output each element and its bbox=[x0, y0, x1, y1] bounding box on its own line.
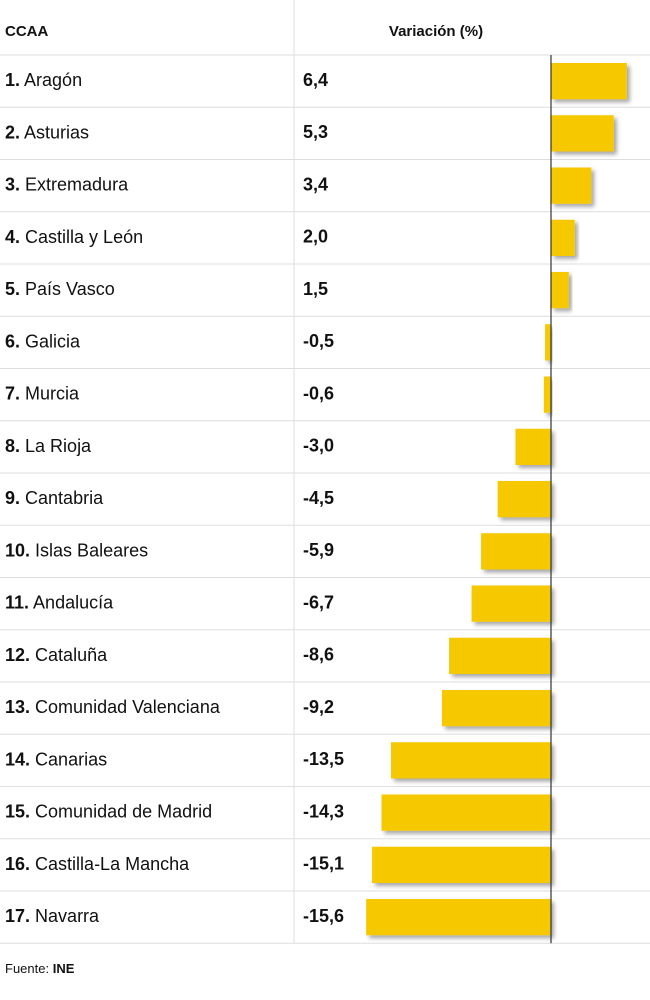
category: Cataluña bbox=[35, 645, 108, 665]
bar bbox=[551, 219, 575, 256]
row-label: 6. Galicia bbox=[5, 331, 81, 351]
category: Canarias bbox=[35, 749, 107, 769]
row-label: 11. Andalucía bbox=[5, 592, 114, 612]
row-label: 1. Aragón bbox=[5, 70, 82, 90]
category: Castilla-La Mancha bbox=[35, 854, 190, 874]
rank: 8. bbox=[5, 436, 20, 456]
rank: 12. bbox=[5, 645, 30, 665]
value-label: 6,4 bbox=[303, 70, 328, 90]
category: Comunidad Valenciana bbox=[35, 697, 221, 717]
bar bbox=[372, 846, 551, 883]
row-label: 17. Navarra bbox=[5, 906, 100, 926]
bar bbox=[497, 481, 551, 518]
category: Cantabria bbox=[25, 488, 104, 508]
category: País Vasco bbox=[25, 279, 115, 299]
rank: 14. bbox=[5, 749, 30, 769]
category: Extremadura bbox=[25, 174, 129, 194]
bar bbox=[551, 63, 627, 100]
value-label: -9,2 bbox=[303, 697, 334, 717]
bar bbox=[551, 272, 569, 309]
value-label: -0,6 bbox=[303, 383, 334, 403]
category: Comunidad de Madrid bbox=[35, 801, 212, 821]
category: La Rioja bbox=[25, 436, 92, 456]
column-header: Variación (%) bbox=[389, 23, 483, 40]
row-label: 10. Islas Baleares bbox=[5, 540, 148, 560]
value-label: -3,0 bbox=[303, 436, 334, 456]
bar bbox=[543, 376, 551, 413]
value-label: -5,9 bbox=[303, 540, 334, 560]
value-label: -8,6 bbox=[303, 645, 334, 665]
category: Navarra bbox=[35, 906, 100, 926]
value-label: 2,0 bbox=[303, 227, 328, 247]
rank: 9. bbox=[5, 488, 20, 508]
value-label: -6,7 bbox=[303, 592, 334, 612]
row-label: 5. País Vasco bbox=[5, 279, 115, 299]
row-label: 9. Cantabria bbox=[5, 488, 104, 508]
row-label: 15. Comunidad de Madrid bbox=[5, 801, 212, 821]
row-label: 4. Castilla y León bbox=[5, 227, 143, 247]
bar bbox=[471, 585, 551, 622]
source-label: Fuente: bbox=[5, 961, 49, 976]
rank: 6. bbox=[5, 331, 20, 351]
rank: 17. bbox=[5, 906, 30, 926]
bar bbox=[391, 742, 551, 779]
rank: 13. bbox=[5, 697, 30, 717]
rank: 15. bbox=[5, 801, 30, 821]
value-label: -15,1 bbox=[303, 854, 344, 874]
category: Murcia bbox=[25, 383, 80, 403]
value-label: 5,3 bbox=[303, 122, 328, 142]
row-label: 12. Cataluña bbox=[5, 645, 108, 665]
source: INE bbox=[53, 961, 75, 976]
category: Islas Baleares bbox=[35, 540, 148, 560]
bar bbox=[366, 899, 551, 936]
rank: 2. bbox=[5, 122, 20, 142]
row-label: 2. Asturias bbox=[5, 122, 89, 142]
rank: 5. bbox=[5, 279, 20, 299]
bar bbox=[515, 428, 551, 465]
rank: 7. bbox=[5, 383, 20, 403]
row-label: 13. Comunidad Valenciana bbox=[5, 697, 221, 717]
rank: 4. bbox=[5, 227, 20, 247]
row-label: 3. Extremadura bbox=[5, 174, 129, 194]
rank: 3. bbox=[5, 174, 20, 194]
bar bbox=[481, 533, 551, 570]
bar bbox=[551, 115, 614, 152]
bar bbox=[551, 167, 592, 204]
column-header: CCAA bbox=[5, 23, 48, 40]
value-label: -14,3 bbox=[303, 801, 344, 821]
category: Andalucía bbox=[33, 592, 114, 612]
value-label: 1,5 bbox=[303, 279, 328, 299]
bar bbox=[545, 324, 551, 361]
category: Asturias bbox=[24, 122, 89, 142]
bar bbox=[449, 637, 551, 674]
bar bbox=[381, 794, 551, 831]
bar bbox=[441, 690, 551, 727]
value-label: -13,5 bbox=[303, 749, 344, 769]
row-label: 7. Murcia bbox=[5, 383, 80, 403]
value-label: -4,5 bbox=[303, 488, 334, 508]
row-label: 8. La Rioja bbox=[5, 436, 92, 456]
value-label: -0,5 bbox=[303, 331, 334, 351]
category: Galicia bbox=[25, 331, 81, 351]
rank: 10. bbox=[5, 540, 30, 560]
row-label: 16. Castilla-La Mancha bbox=[5, 854, 190, 874]
rank: 11. bbox=[5, 592, 29, 612]
category: Aragón bbox=[24, 70, 82, 90]
rank: 1. bbox=[5, 70, 20, 90]
source-note: Fuente: INE bbox=[5, 961, 75, 976]
row-label: 14. Canarias bbox=[5, 749, 107, 769]
category: Castilla y León bbox=[25, 227, 143, 247]
value-label: 3,4 bbox=[303, 174, 328, 194]
rank: 16. bbox=[5, 854, 30, 874]
value-label: -15,6 bbox=[303, 906, 344, 926]
